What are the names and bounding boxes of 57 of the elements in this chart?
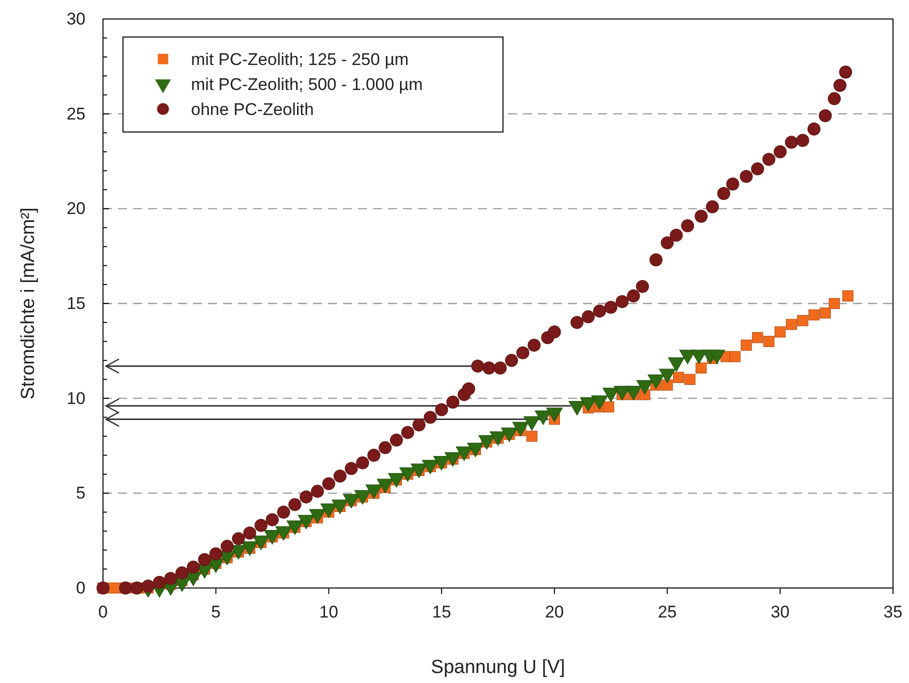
x-axis-title: Spannung U [V] xyxy=(430,657,566,678)
point xyxy=(467,442,484,458)
point xyxy=(354,490,371,505)
point xyxy=(298,514,314,530)
point xyxy=(444,452,462,467)
point xyxy=(422,460,439,474)
point xyxy=(388,473,405,488)
x-tick-label: 5 xyxy=(211,602,221,622)
point xyxy=(343,494,360,508)
point xyxy=(591,395,608,410)
point xyxy=(366,484,382,499)
point xyxy=(286,520,304,535)
point xyxy=(512,422,529,436)
y-axis-title: Stromdichte i [mA/cm²] xyxy=(18,207,39,400)
point xyxy=(433,456,450,470)
point xyxy=(332,500,348,514)
y-tick-label: 25 xyxy=(66,104,86,124)
point xyxy=(648,374,664,389)
point xyxy=(410,464,428,478)
point xyxy=(478,435,495,450)
x-tick-label: 30 xyxy=(770,602,790,622)
x-tick-label: 10 xyxy=(319,602,338,622)
point xyxy=(399,467,416,482)
point xyxy=(534,410,552,425)
point xyxy=(275,526,292,541)
point xyxy=(708,350,726,364)
legend-label: mit PC-Zeolith; 500 - 1.000 µm xyxy=(191,75,423,94)
point xyxy=(636,380,653,395)
point xyxy=(501,428,518,442)
point xyxy=(490,431,506,446)
x-tick-label: 0 xyxy=(98,602,108,622)
y-tick-label: 0 xyxy=(76,578,86,598)
point xyxy=(456,446,472,461)
point xyxy=(524,416,540,431)
y-tick-label: 5 xyxy=(76,484,86,503)
point xyxy=(659,368,676,384)
x-tick-label: 25 xyxy=(658,602,677,622)
point xyxy=(264,530,281,544)
point xyxy=(546,408,563,422)
x-tick-label: 20 xyxy=(544,602,564,622)
y-tick-label: 10 xyxy=(66,388,86,408)
point xyxy=(625,386,642,400)
point xyxy=(376,478,394,494)
x-tick-label: 35 xyxy=(884,602,902,622)
point xyxy=(614,386,630,400)
point xyxy=(668,357,685,372)
point xyxy=(309,509,326,524)
point xyxy=(568,401,586,416)
y-tick-label: 30 xyxy=(66,9,86,28)
y-tick-label: 20 xyxy=(66,199,86,218)
legend-label: mit PC-Zeolith; 125 - 250 µm xyxy=(191,50,409,69)
point xyxy=(241,541,258,556)
point xyxy=(252,536,270,550)
legend-label: ohne PC-Zeolith xyxy=(191,100,314,119)
y-tick-label: 15 xyxy=(66,294,86,313)
x-tick-label: 15 xyxy=(432,602,452,622)
point xyxy=(320,503,337,518)
